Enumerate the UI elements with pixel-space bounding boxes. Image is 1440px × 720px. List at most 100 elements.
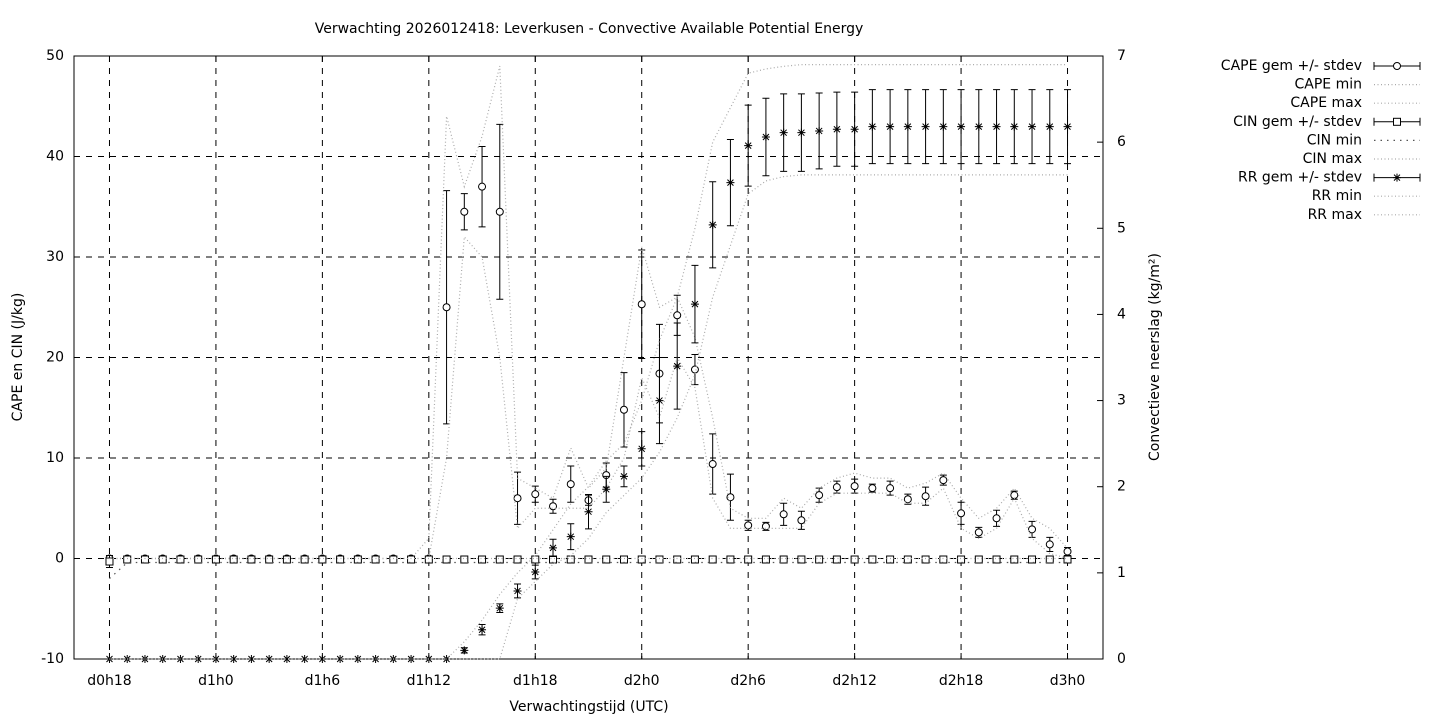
marker-square	[300, 555, 309, 564]
marker-circle	[1393, 62, 1401, 70]
marker-circle	[1063, 547, 1072, 556]
marker-square	[140, 555, 149, 564]
marker-shape	[708, 220, 717, 229]
marker-square	[655, 555, 664, 564]
marker-square	[992, 555, 1001, 564]
marker-circle	[886, 484, 895, 493]
marker-shape	[460, 207, 469, 216]
marker-shape	[815, 491, 824, 500]
marker-square	[974, 555, 983, 564]
marker-shape	[779, 510, 788, 519]
marker-square	[903, 555, 912, 564]
marker-shape	[176, 555, 185, 564]
x-tick-label: d1h6	[305, 673, 341, 689]
marker-square	[868, 555, 877, 564]
x-tick-label: d2h6	[730, 673, 766, 689]
y-tick-label: 30	[46, 249, 64, 265]
x-tick-label: d0h18	[87, 673, 131, 689]
plot-frame	[73, 55, 1104, 660]
y-tick-label: 10	[46, 450, 64, 466]
marker-star	[194, 655, 203, 663]
marker-star	[903, 122, 912, 131]
legend-label: CIN max	[1303, 151, 1362, 167]
marker-shape	[1063, 555, 1072, 564]
marker-star	[442, 655, 451, 663]
series-line	[109, 65, 1068, 560]
marker-shape	[761, 132, 770, 141]
marker-shape	[353, 655, 362, 663]
marker-shape	[974, 122, 983, 131]
marker-circle	[974, 528, 983, 537]
marker-circle	[619, 405, 628, 414]
legend-label: CAPE gem +/- stdev	[1221, 58, 1362, 74]
marker-shape	[211, 555, 220, 564]
marker-circle	[513, 494, 522, 503]
y-tick-label: 0	[55, 551, 64, 567]
marker-shape	[460, 555, 469, 564]
marker-shape	[673, 311, 682, 320]
marker-star	[211, 655, 220, 663]
marker-shape	[300, 655, 309, 663]
marker-star	[247, 655, 256, 663]
legend-label: CAPE min	[1295, 77, 1363, 93]
marker-shape	[566, 480, 575, 489]
marker-shape	[637, 300, 646, 309]
marker-star	[478, 625, 487, 634]
marker-star	[779, 128, 788, 137]
marker-shape	[1045, 122, 1054, 131]
marker-shape	[531, 567, 540, 576]
marker-star	[1063, 122, 1072, 131]
y-tick-label: -10	[41, 651, 64, 667]
y-tick-label: 50	[46, 48, 64, 64]
marker-shape	[974, 555, 983, 564]
marker-shape	[708, 460, 717, 469]
series-line	[109, 64, 1068, 660]
marker-square	[407, 555, 416, 564]
marker-shape	[602, 555, 611, 564]
marker-shape	[495, 604, 504, 613]
marker-circle	[566, 480, 575, 489]
marker-square	[637, 555, 646, 564]
series-line	[109, 235, 1068, 560]
marker-shape	[921, 492, 930, 501]
marker-square	[318, 555, 327, 564]
marker-star	[229, 655, 238, 663]
marker-star	[957, 122, 966, 131]
marker-shape	[549, 543, 558, 552]
marker-shape	[513, 555, 522, 564]
marker-shape	[495, 207, 504, 216]
marker-shape	[478, 625, 487, 634]
marker-circle	[460, 207, 469, 216]
marker-shape	[318, 555, 327, 564]
marker-shape	[300, 555, 309, 564]
marker-shape	[690, 300, 699, 309]
y-axis-label: CAPE en CIN (J/kg)	[10, 293, 26, 422]
marker-shape	[921, 555, 930, 564]
marker-shape	[1393, 62, 1401, 70]
marker-shape	[832, 125, 841, 134]
marker-shape	[282, 655, 291, 663]
marker-shape	[992, 122, 1001, 131]
marker-star	[300, 655, 309, 663]
marker-square	[247, 555, 256, 564]
marker-shape	[1028, 555, 1037, 564]
y2-tick-label: 0	[1117, 651, 1126, 667]
marker-shape	[140, 555, 149, 564]
marker-shape	[336, 555, 345, 564]
marker-shape	[1045, 540, 1054, 549]
marker-square	[779, 555, 788, 564]
marker-star	[690, 300, 699, 309]
marker-square	[726, 555, 735, 564]
marker-shape	[655, 396, 664, 405]
y2-tick-label: 7	[1117, 48, 1126, 64]
marker-shape	[407, 555, 416, 564]
y2-tick-label: 5	[1117, 220, 1126, 236]
marker-square	[957, 555, 966, 564]
marker-circle	[761, 522, 770, 531]
marker-shape	[744, 141, 753, 150]
y-tick-label: 20	[46, 350, 64, 366]
marker-shape	[371, 555, 380, 564]
marker-shape	[974, 528, 983, 537]
marker-shape	[566, 532, 575, 541]
